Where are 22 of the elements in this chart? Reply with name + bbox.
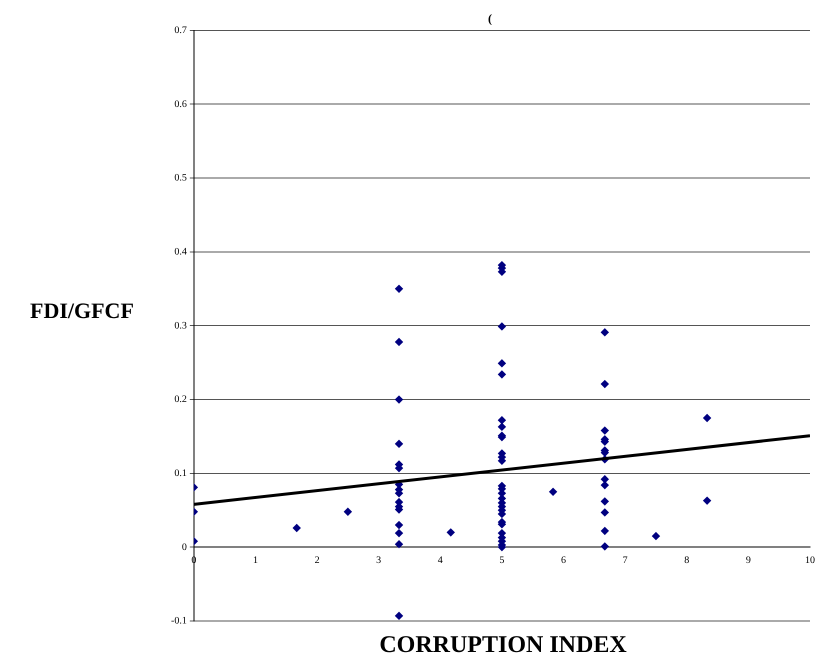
x-tick-label: 3 <box>376 554 382 566</box>
y-tick-label: 0.6 <box>174 98 187 110</box>
x-tick-label: 6 <box>561 554 566 566</box>
y-tick-label: 0.7 <box>174 25 187 36</box>
y-tick-label: -0.1 <box>170 616 187 627</box>
y-tick-label: 0.1 <box>174 468 187 479</box>
x-tick-label: 2 <box>314 554 320 566</box>
x-tick-label: 9 <box>746 554 751 566</box>
y-tick-label: 0 <box>182 542 187 553</box>
x-tick-label: 8 <box>684 554 690 566</box>
y-axis-title: FDI/GFCF <box>30 298 134 324</box>
y-tick-label: 0.2 <box>174 394 187 406</box>
x-tick-label: 5 <box>499 554 504 566</box>
y-tick-label: 0.3 <box>174 320 187 332</box>
y-tick-label: 0.5 <box>174 172 187 184</box>
y-tick-label: 0.4 <box>174 246 187 258</box>
x-tick-label: 10 <box>805 554 815 566</box>
x-axis-title: CORRUPTION INDEX <box>378 632 628 659</box>
chart-title: ( <box>488 11 492 26</box>
x-tick-label: 1 <box>252 554 258 566</box>
x-tick-label: 4 <box>438 554 443 566</box>
x-tick-label: 7 <box>622 554 628 566</box>
